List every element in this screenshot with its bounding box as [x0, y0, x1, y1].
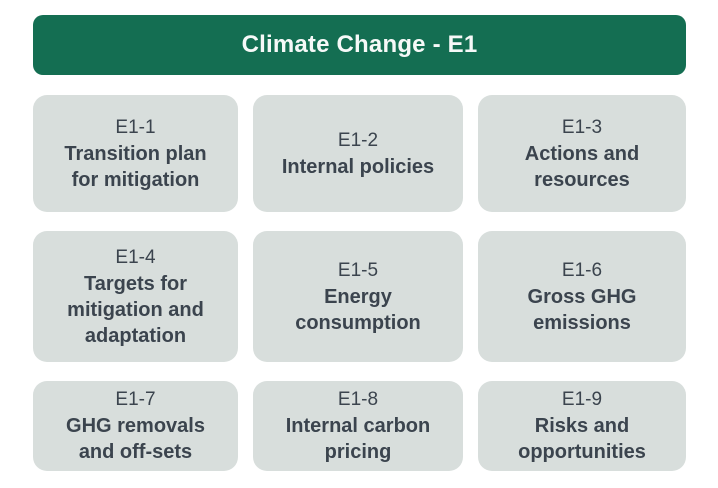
- card-title: Gross GHG emissions: [527, 285, 637, 334]
- card-title: Energy consumption: [295, 285, 421, 334]
- card-e1-5: E1-5 Energy consumption: [253, 231, 463, 362]
- card-title: Internal policies: [281, 155, 435, 178]
- page-title: Climate Change - E1: [241, 31, 478, 58]
- card-id: E1-3: [561, 116, 603, 138]
- card-id: E1-7: [115, 389, 156, 410]
- card-id: E1-2: [337, 129, 379, 151]
- card-title: Actions and resources: [524, 142, 640, 191]
- card-e1-2: E1-2 Internal policies: [253, 95, 463, 212]
- card-title: GHG removals and off-sets: [66, 415, 205, 463]
- card-id: E1-6: [561, 259, 603, 281]
- card-id: E1-1: [115, 116, 156, 138]
- card-id: E1-4: [115, 246, 156, 268]
- card-title: Targets for mitigation and adaptation: [67, 272, 204, 347]
- card-id: E1-9: [561, 389, 603, 410]
- card-id: E1-5: [337, 259, 379, 281]
- card-e1-3: E1-3 Actions and resources: [478, 95, 686, 212]
- card-title: Transition plan for mitigation: [64, 142, 207, 191]
- card-e1-8: E1-8 Internal carbon pricing: [253, 381, 463, 471]
- card-title: Internal carbon pricing: [285, 415, 431, 463]
- card-e1-4: E1-4 Targets for mitigation and adaptati…: [33, 231, 238, 362]
- card-title: Risks and opportunities: [518, 415, 646, 463]
- card-e1-9: E1-9 Risks and opportunities: [478, 381, 686, 471]
- card-id: E1-8: [337, 389, 379, 410]
- disclosure-grid: E1-1 Transition plan for mitigation E1-2…: [33, 95, 686, 471]
- card-e1-7: E1-7 GHG removals and off-sets: [33, 381, 238, 471]
- card-e1-6: E1-6 Gross GHG emissions: [478, 231, 686, 362]
- header-banner: Climate Change - E1: [33, 15, 686, 75]
- card-e1-1: E1-1 Transition plan for mitigation: [33, 95, 238, 212]
